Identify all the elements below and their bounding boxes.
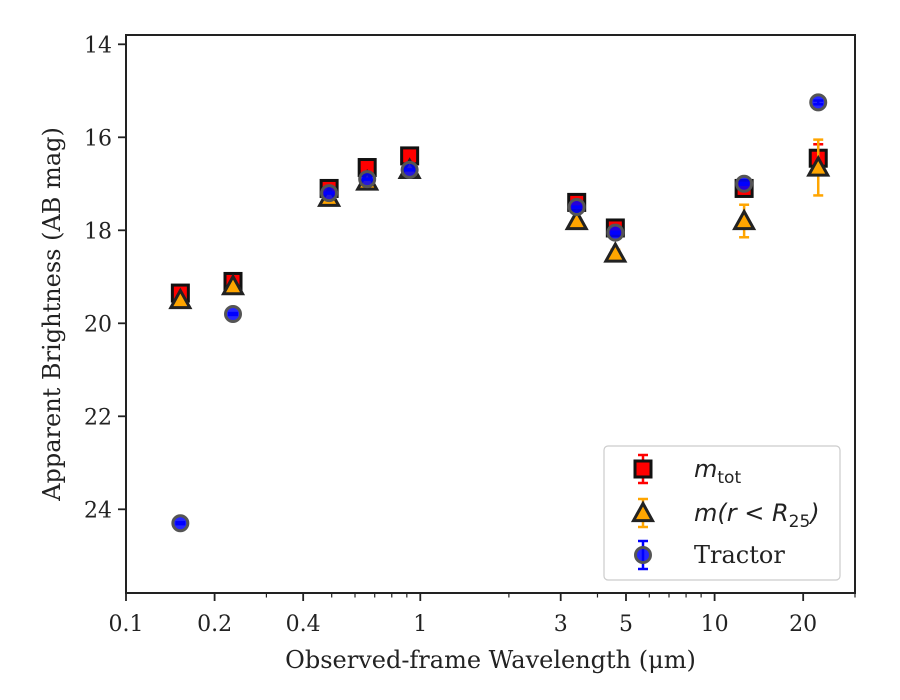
data-point xyxy=(806,138,831,197)
legend: mtot m(r < R25) Tractor xyxy=(603,445,841,581)
data-point xyxy=(809,93,828,112)
x-tick-label: 5 xyxy=(619,612,633,637)
marker-square xyxy=(633,459,653,479)
y-axis-label: Apparent Brightness (AB mag) xyxy=(38,127,66,502)
axis-ticks: 0.1 0.2 0.4 1 3 5 10 20 14 16 18 20 22 24 xyxy=(84,33,856,637)
marker-triangle xyxy=(603,240,628,263)
y-tick-label: 14 xyxy=(84,33,112,58)
data-point xyxy=(735,174,754,193)
marker-triangle xyxy=(220,273,246,296)
data-point xyxy=(400,160,419,179)
data-point xyxy=(220,273,246,296)
marker-triangle xyxy=(564,208,589,231)
legend-label: m(r < R25) xyxy=(694,499,820,532)
data-point xyxy=(224,305,243,323)
y-tick-label: 20 xyxy=(84,312,112,337)
x-axis-label: Observed-frame Wavelength (μm) xyxy=(285,646,696,674)
y-tick-label: 16 xyxy=(84,126,112,151)
data-point xyxy=(606,223,625,242)
marker-circle xyxy=(809,93,828,112)
legend-label: mtot xyxy=(694,455,741,488)
series-triangle xyxy=(168,138,831,310)
data-point xyxy=(358,170,377,189)
marker-circle xyxy=(358,170,377,189)
marker-circle xyxy=(224,305,243,323)
data-point xyxy=(168,287,193,310)
data-point xyxy=(567,198,586,217)
legend-box xyxy=(603,445,841,581)
marker-triangle xyxy=(168,287,193,310)
legend-entry: m(r < R25) xyxy=(630,497,820,532)
marker-triangle xyxy=(732,208,757,231)
marker-circle xyxy=(400,160,419,179)
data-point xyxy=(603,240,628,263)
marker-circle xyxy=(567,198,586,217)
y-tick-label: 22 xyxy=(84,405,112,430)
x-tick-label: 3 xyxy=(554,612,568,637)
x-tick-label: 10 xyxy=(701,612,729,637)
marker-circle xyxy=(735,174,754,193)
data-point xyxy=(171,514,190,533)
data-point xyxy=(732,203,757,239)
marker-triangle xyxy=(630,500,656,523)
marker-circle xyxy=(634,546,652,564)
x-tick-label: 20 xyxy=(789,612,817,637)
series-circle xyxy=(171,93,828,533)
legend-label: Tractor xyxy=(694,541,785,569)
data-point xyxy=(320,184,339,203)
marker-circle xyxy=(320,184,339,203)
x-tick-label: 0.1 xyxy=(109,612,144,637)
legend-entry: Tractor xyxy=(634,539,785,571)
x-tick-label: 0.4 xyxy=(286,612,321,637)
x-tick-label: 1 xyxy=(413,612,427,637)
series-square xyxy=(170,143,828,303)
marker-circle xyxy=(171,514,190,533)
plot-frame xyxy=(125,34,856,594)
marker-circle xyxy=(606,223,625,242)
data-marks xyxy=(168,93,831,533)
marker-triangle xyxy=(806,154,831,177)
x-tick-label: 0.2 xyxy=(197,612,232,637)
y-tick-label: 24 xyxy=(84,498,112,523)
y-tick-label: 18 xyxy=(84,219,112,244)
legend-entry: mtot xyxy=(633,453,741,488)
data-point xyxy=(564,208,589,231)
